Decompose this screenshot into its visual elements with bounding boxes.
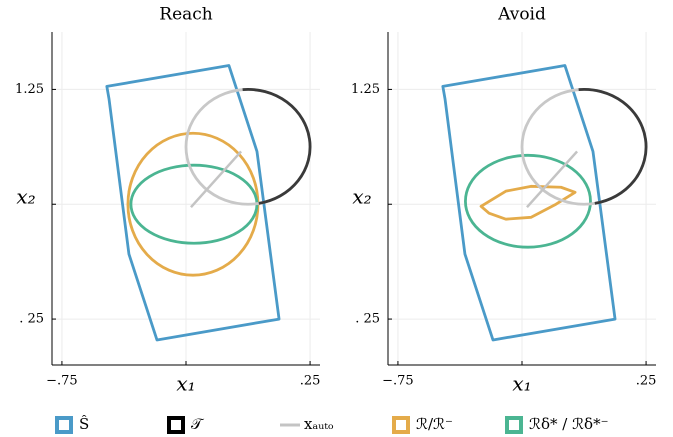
set-boundary [105,64,281,342]
x-tick-label: −.75 [46,374,78,389]
set-boundary [464,153,592,249]
legend-label: ℛδ* / ℛδ*⁻ [529,415,609,433]
y-tick-label: 1.25 [15,82,44,97]
y-tick-label: . 25 [19,312,44,327]
y-tick-label: 1.25 [351,82,380,97]
y-tick-label: . 25 [355,312,380,327]
legend-swatch [167,416,185,434]
x-axis-label: x₁ [512,372,531,396]
legend-label: ℛ/ℛ⁻ [416,415,453,433]
target-set [242,88,312,205]
y-axis-label: x₂ [16,185,35,209]
target-set [578,88,648,205]
set-boundary [441,64,617,342]
x-tick-label: .25 [300,374,321,389]
legend-swatch [392,416,410,434]
set-boundary [479,184,577,221]
trajectory [526,150,579,209]
y-axis-label: x₂ [352,185,371,209]
x-axis-label: x₁ [176,372,195,396]
x-tick-label: −.75 [382,374,414,389]
legend-label: Ŝ [79,415,89,433]
legend-label: xₐᵤₜₒ [304,415,334,433]
panel-title: Avoid [497,5,546,25]
panel-title: Reach [159,5,213,25]
x-tick-label: .25 [636,374,657,389]
trajectory [190,150,243,209]
legend-swatch [505,416,523,434]
legend-swatch [55,416,73,434]
legend-label: 𝒯 [191,415,205,433]
